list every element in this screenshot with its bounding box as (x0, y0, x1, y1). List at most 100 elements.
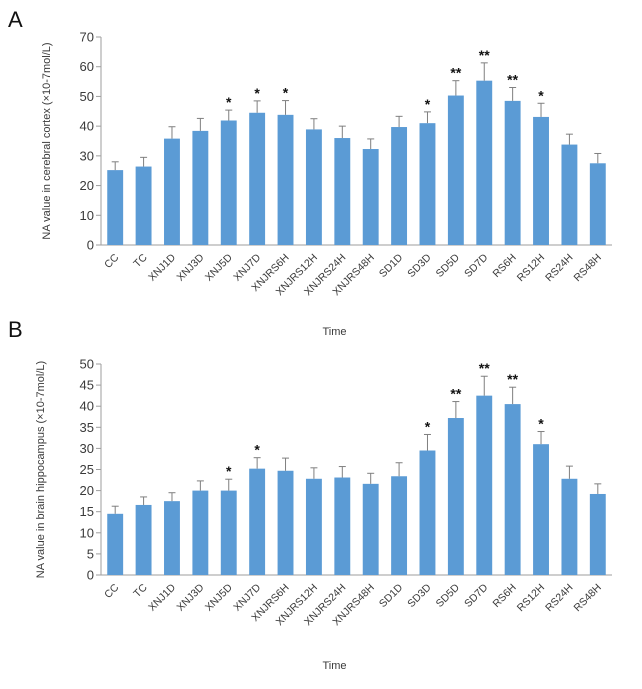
significance-mark: ** (507, 371, 518, 387)
y-axis-title: NA value in brain hippocampus (×10-7mol/… (35, 361, 47, 578)
x-tick-label: RS12H (515, 252, 547, 284)
bar-xnj1d (164, 501, 180, 575)
significance-mark: * (254, 85, 260, 101)
x-tick-label: TC (131, 251, 150, 270)
bar-cc (107, 513, 124, 575)
x-tick-label: SD3D (405, 581, 434, 610)
y-tick-label: 30 (80, 441, 94, 456)
bar-xnj1d (164, 138, 180, 245)
x-tick-label: TC (131, 581, 150, 600)
significance-mark: * (425, 96, 431, 112)
bar-sd3d (419, 450, 436, 575)
bar-rs12h (533, 444, 549, 575)
y-tick-label: 15 (80, 504, 94, 519)
x-tick-label: RS24H (543, 582, 575, 614)
bar-rs24h (561, 144, 578, 245)
y-tick-label: 20 (80, 178, 94, 193)
x-tick-label: SD1D (377, 581, 406, 610)
panel-label: B (8, 317, 23, 342)
y-tick-label: 40 (80, 119, 94, 134)
y-axis-title: NA value in cerebral cortex (×10-7mol/L) (41, 42, 53, 239)
bar-rs48h (589, 163, 606, 245)
significance-mark: ** (479, 47, 490, 63)
bar-tc (135, 504, 152, 575)
y-tick-label: 40 (80, 399, 94, 414)
x-tick-label: XNJ5D (203, 581, 235, 613)
bar-rs6h (504, 100, 521, 245)
y-tick-label: 20 (80, 483, 94, 498)
panel-label: A (8, 7, 23, 32)
bar-xnjrs12h (305, 129, 322, 245)
bar-xnj7d (249, 112, 266, 246)
bar-rs6h (504, 404, 521, 575)
significance-mark: * (254, 442, 260, 458)
bar-xnj3d (192, 130, 209, 245)
bar-xnjrs24h (334, 138, 351, 245)
bar-xnj5d (220, 490, 237, 575)
y-tick-label: 30 (80, 148, 94, 163)
x-tick-label: RS24H (543, 252, 575, 284)
y-tick-label: 10 (80, 525, 94, 540)
x-tick-label: SD7D (462, 581, 491, 610)
y-tick-label: 70 (80, 30, 94, 45)
bar-tc (135, 166, 152, 245)
x-tick-label: CC (102, 581, 122, 601)
bar-sd1d (391, 127, 408, 245)
bar-xnjrs6h (277, 470, 294, 575)
bar-rs24h (561, 478, 578, 575)
significance-mark: ** (479, 360, 490, 376)
x-axis-title: Time (322, 660, 346, 672)
x-axis-title: Time (322, 326, 346, 338)
y-tick-label: 25 (80, 462, 94, 477)
bar-sd5d (447, 418, 464, 575)
significance-mark: ** (507, 72, 518, 88)
y-tick-label: 50 (80, 357, 94, 372)
significance-mark: * (425, 418, 431, 434)
x-tick-label: RS48H (571, 252, 603, 284)
bar-sd7d (476, 80, 493, 246)
y-tick-label: 50 (80, 89, 94, 104)
bar-xnj7d (249, 468, 266, 575)
bar-rs12h (533, 116, 549, 245)
x-tick-label: SD5D (434, 581, 463, 610)
bar-xnj5d (220, 120, 237, 245)
x-tick-label: RS48H (571, 582, 603, 614)
bar-sd5d (447, 95, 464, 245)
y-tick-label: 35 (80, 420, 94, 435)
bar-sd3d (419, 123, 436, 245)
bar-xnjrs24h (334, 477, 351, 575)
y-tick-label: 60 (80, 59, 94, 74)
significance-mark: * (226, 94, 232, 110)
bar-rs48h (589, 493, 606, 575)
y-tick-label: 10 (80, 208, 94, 223)
x-tick-label: XNJ3D (174, 251, 206, 283)
significance-mark: ** (450, 386, 461, 402)
x-tick-label: RS12H (515, 582, 547, 614)
bar-cc (107, 170, 124, 245)
bar-xnj3d (192, 490, 209, 575)
x-tick-label: SD5D (434, 251, 463, 280)
x-tick-label: SD7D (462, 251, 491, 280)
x-tick-label: XNJ3D (174, 581, 206, 613)
significance-mark: * (538, 87, 544, 103)
x-tick-label: XNJ1D (146, 581, 178, 613)
y-tick-label: 0 (87, 238, 94, 253)
significance-mark: * (538, 416, 544, 432)
x-tick-label: SD1D (377, 251, 406, 280)
y-tick-label: 45 (80, 378, 94, 393)
x-tick-label: SD3D (405, 251, 434, 280)
significance-mark: * (226, 463, 232, 479)
bar-sd7d (476, 395, 493, 575)
x-tick-label: XNJ5D (203, 251, 235, 283)
x-tick-label: XNJ1D (146, 251, 178, 283)
bar-sd1d (391, 476, 408, 575)
bar-xnjrs48h (362, 149, 379, 245)
y-tick-label: 0 (87, 568, 94, 583)
bar-xnjrs48h (362, 483, 379, 575)
x-tick-label: CC (102, 251, 122, 271)
significance-mark: ** (450, 65, 461, 81)
significance-mark: * (283, 85, 289, 101)
